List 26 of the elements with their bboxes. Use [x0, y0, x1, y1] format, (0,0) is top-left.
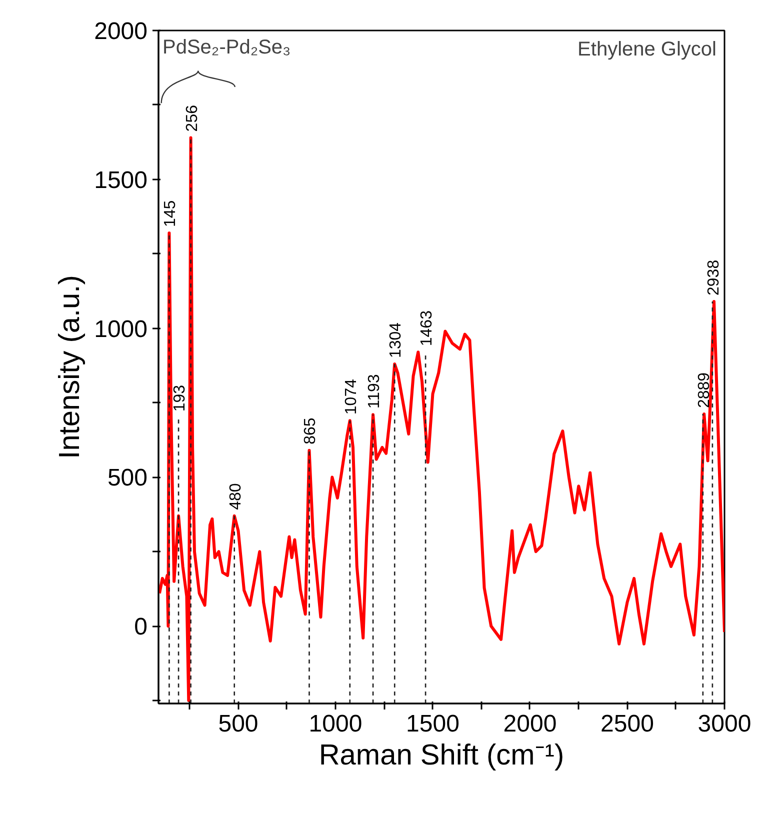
x-tick-label: 2500: [600, 710, 654, 738]
ref-line-label: 145: [162, 200, 180, 227]
ref-line-label: 2938: [705, 260, 722, 296]
ref-line-label: 1193: [366, 374, 384, 409]
x-tick-label: 1500: [406, 710, 460, 738]
x-tick-label: 3000: [698, 710, 752, 738]
y-axis-title: Intensity (a.u.): [54, 275, 86, 459]
x-tick-label: 2000: [503, 710, 557, 738]
ref-line-label: 865: [302, 418, 320, 444]
y-tick-label: 500: [107, 464, 148, 492]
y-tick-label: 0: [134, 614, 148, 641]
ref-line-label: 1074: [342, 378, 360, 415]
ref-line-label: 1463: [418, 310, 436, 346]
annotation: Ethylene Glycol: [578, 38, 717, 60]
annotation: PdSe₂-Pd₂Se₃: [162, 36, 291, 58]
ref-line-label: 193: [172, 384, 189, 412]
ref-line-label: 480: [227, 483, 244, 510]
y-tick-label: 1000: [94, 316, 148, 343]
y-tick-label: 1500: [94, 166, 148, 194]
x-tick-label: 1000: [308, 710, 362, 738]
ref-line-label: 256: [184, 104, 201, 132]
y-tick-label: 2000: [94, 18, 148, 45]
ref-line-label: 2889: [696, 372, 713, 408]
x-tick-label: 500: [218, 710, 258, 738]
ref-line-label: 1304: [388, 322, 405, 358]
x-axis-title: Raman Shift (cm⁻¹): [318, 740, 564, 772]
